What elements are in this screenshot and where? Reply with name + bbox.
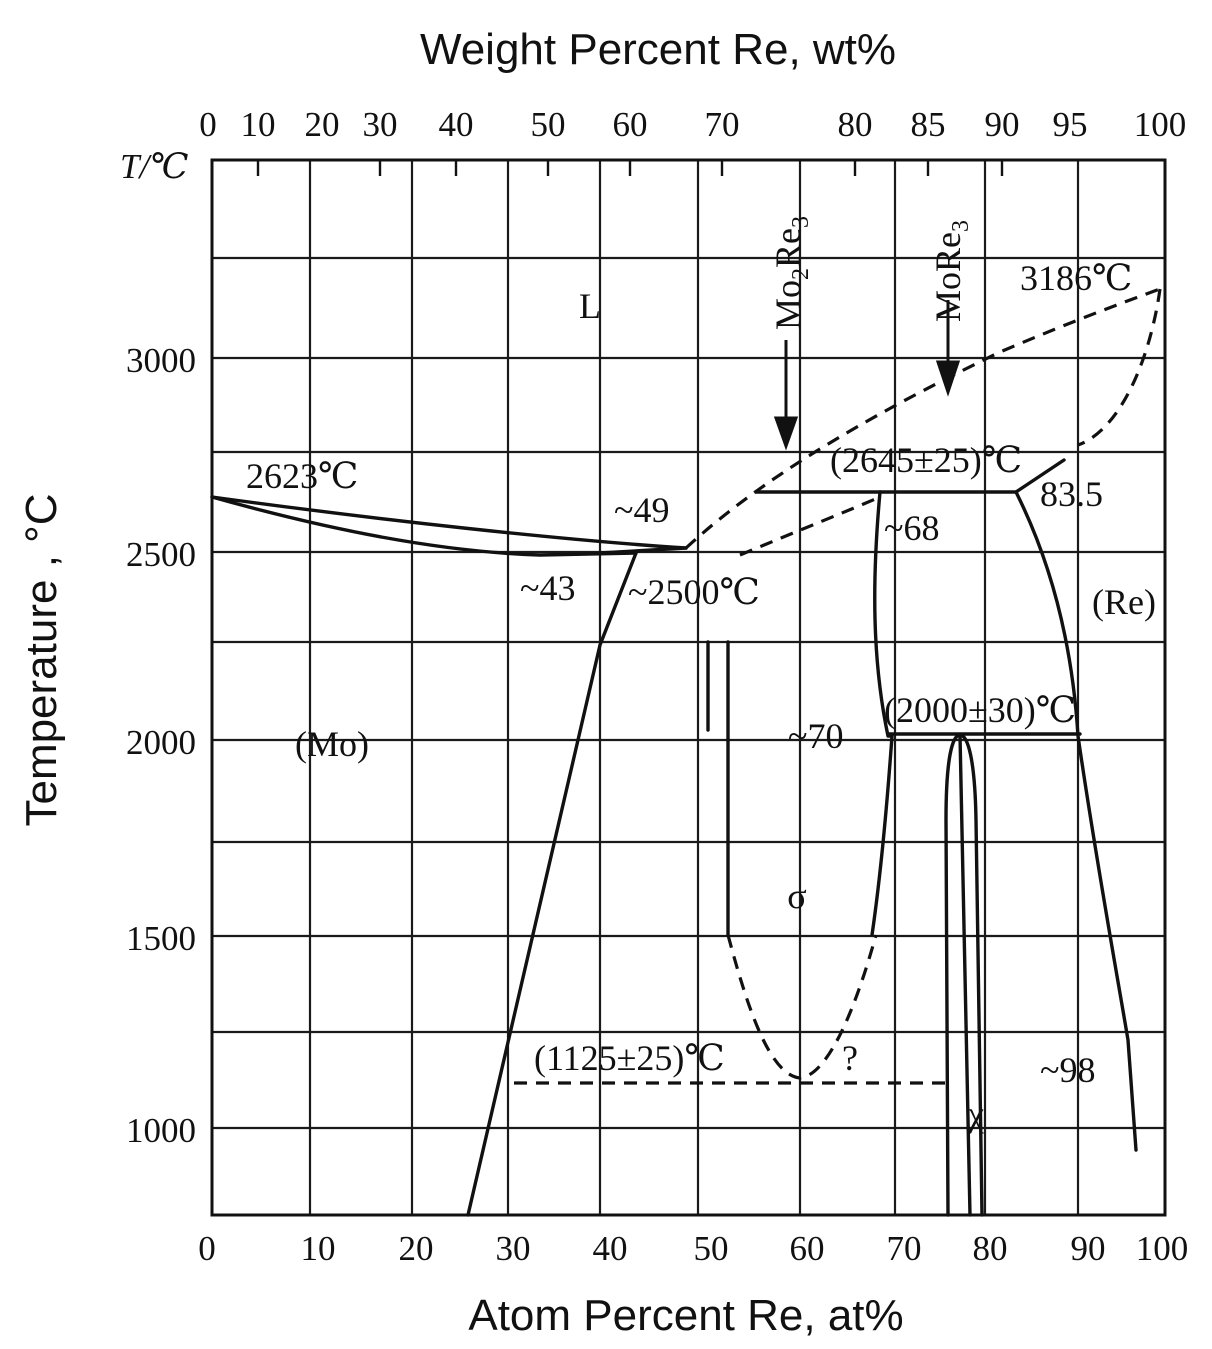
mo2re3-sub2: 3 <box>788 216 814 228</box>
bottom-tick-40: 40 <box>593 1229 628 1268</box>
top-tick-50: 50 <box>531 105 566 144</box>
left-tick-1500: 1500 <box>126 919 196 958</box>
chi-inner <box>958 733 972 1217</box>
solidus-mo-side <box>210 495 638 557</box>
svg-text:Mo2Re3: Mo2Re3 <box>768 216 814 330</box>
phase-mo: (Mo) <box>295 724 369 764</box>
re-solidus-dashed <box>1077 288 1162 447</box>
annotation-68: ~68 <box>884 508 939 548</box>
annotation-peritectic: (2645±25)℃ <box>830 440 1022 480</box>
top-axis-title: Weight Percent Re, wt% <box>420 25 896 74</box>
top-tick-90: 90 <box>985 105 1020 144</box>
bottom-tick-90: 90 <box>1071 1229 1106 1268</box>
top-tick-10: 10 <box>241 105 276 144</box>
annotation-43: ~43 <box>520 568 575 608</box>
mo2re3-mo: Mo <box>768 280 808 330</box>
mo-solvus <box>466 551 638 1217</box>
bottom-tick-10: 10 <box>301 1229 336 1268</box>
bottom-tick-100: 100 <box>1136 1229 1189 1268</box>
annotation-49: ~49 <box>614 490 669 530</box>
grid <box>212 160 1165 1215</box>
annotation-eutectic: ~2500℃ <box>628 572 760 612</box>
top-tick-60: 60 <box>613 105 648 144</box>
annotation-70: ~70 <box>788 716 843 756</box>
left-tick-2500: 2500 <box>126 535 196 574</box>
top-axis-ticks: 0 10 20 30 40 50 60 70 80 85 90 95 100 <box>199 105 1186 144</box>
liquidus-dashed <box>684 287 1161 550</box>
bottom-axis-ticks: 0 10 20 30 40 50 60 70 80 90 100 <box>198 1229 1188 1268</box>
left-axis-ticks: 3000 2500 2000 1500 1000 <box>126 341 196 1150</box>
phase-liquid: L <box>579 286 601 326</box>
bottom-tick-50: 50 <box>694 1229 729 1268</box>
annotation-eutectoid: (1125±25)℃ <box>534 1038 725 1078</box>
bottom-tick-0: 0 <box>198 1229 216 1268</box>
top-tick-0: 0 <box>199 105 217 144</box>
sigma-right-boundary <box>870 490 894 937</box>
annotation-question: ? <box>842 1038 858 1078</box>
more3-base: MoRe <box>928 232 968 322</box>
top-tick-40: 40 <box>439 105 474 144</box>
top-axis-tick-marks <box>256 160 1004 176</box>
top-tick-30: 30 <box>363 105 398 144</box>
mo2re3-label: Mo2Re3 <box>768 216 814 330</box>
liquidus-mo-side <box>210 495 688 550</box>
annotation-98: ~98 <box>1040 1050 1095 1090</box>
phase-re: (Re) <box>1092 582 1156 622</box>
top-tick-80: 80 <box>838 105 873 144</box>
bottom-tick-60: 60 <box>790 1229 825 1268</box>
more3-sub: 3 <box>948 220 974 232</box>
top-tick-85: 85 <box>911 105 946 144</box>
left-tick-1000: 1000 <box>126 1111 196 1150</box>
y-axis-title: Temperature , °C <box>17 493 66 826</box>
left-tick-3000: 3000 <box>126 341 196 380</box>
phase-sigma: σ <box>787 876 806 916</box>
bottom-tick-30: 30 <box>496 1229 531 1268</box>
left-tick-2000: 2000 <box>126 723 196 762</box>
top-tick-95: 95 <box>1053 105 1088 144</box>
sigma-bottom-dashed <box>726 934 878 1080</box>
top-tick-20: 20 <box>305 105 340 144</box>
annotation-chi-temp: (2000±30)℃ <box>884 690 1076 730</box>
more3-label: MoRe3 <box>928 220 974 322</box>
mo2re3-sub1: 2 <box>788 268 814 280</box>
top-tick-70: 70 <box>705 105 740 144</box>
y-unit-label: T/℃ <box>120 147 188 186</box>
re-side-segment <box>1014 458 1066 494</box>
annotation-mo-melt: 2623℃ <box>246 456 358 496</box>
mo2re3-re: Re <box>768 228 808 268</box>
plot-frame <box>210 158 1167 1217</box>
svg-text:MoRe3: MoRe3 <box>928 220 974 322</box>
bottom-tick-20: 20 <box>399 1229 434 1268</box>
annotation-83-5: 83.5 <box>1040 474 1103 514</box>
phase-boundaries <box>210 287 1162 1217</box>
solidus-sigma-dashed <box>739 495 881 557</box>
bottom-tick-70: 70 <box>887 1229 922 1268</box>
annotation-re-melt: 3186℃ <box>1020 258 1132 298</box>
x-axis-title: Atom Percent Re, at% <box>468 1291 903 1340</box>
compound-arrows <box>773 300 961 451</box>
top-tick-100: 100 <box>1134 105 1187 144</box>
phase-chi: χ <box>967 1094 984 1134</box>
eutectic-line <box>598 546 688 555</box>
bottom-tick-80: 80 <box>973 1229 1008 1268</box>
re-solvus <box>1014 490 1138 1152</box>
